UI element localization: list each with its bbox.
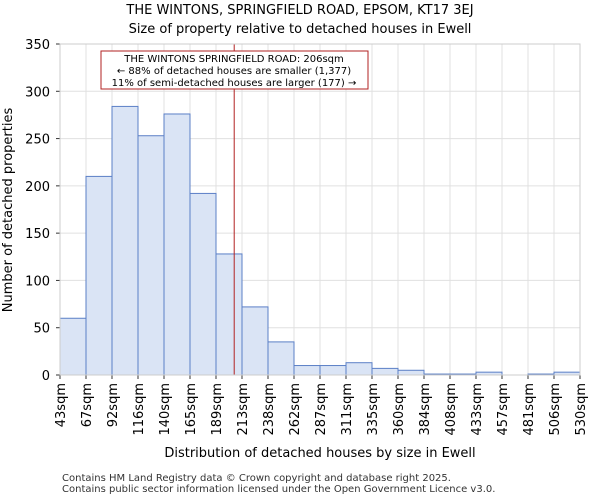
x-tick-label: 238sqm xyxy=(262,383,277,436)
y-axis-ticks: 0 50 100 150 200 250 300 350 xyxy=(25,38,60,384)
y-tick-label: 200 xyxy=(25,180,50,195)
histogram-bar xyxy=(163,113,191,376)
x-tick-label: 506sqm xyxy=(548,383,563,436)
y-tick-label: 0 xyxy=(42,369,50,384)
annotation-line-1: THE WINTONS SPRINGFIELD ROAD: 206sqm xyxy=(123,54,344,65)
x-tick-label: 335sqm xyxy=(366,383,381,436)
histogram-bar xyxy=(267,341,295,376)
x-tick-label: 43sqm xyxy=(54,383,69,427)
histogram-bar xyxy=(319,365,347,376)
bars xyxy=(59,105,581,376)
x-tick-label: 116sqm xyxy=(132,383,147,436)
x-tick-label: 287sqm xyxy=(314,383,329,436)
x-tick-label: 530sqm xyxy=(574,383,589,436)
annotation-line-3: 11% of semi-detached houses are larger (… xyxy=(112,78,357,89)
histogram-bar xyxy=(59,317,87,376)
x-tick-label: 408sqm xyxy=(444,383,459,436)
y-tick-label: 250 xyxy=(25,133,50,148)
y-axis-label: Number of detached properties xyxy=(1,108,16,313)
x-tick-label: 165sqm xyxy=(184,383,199,436)
y-tick-label: 100 xyxy=(25,274,50,289)
histogram-bar xyxy=(345,362,373,376)
x-tick-label: 360sqm xyxy=(392,383,407,436)
x-tick-label: 189sqm xyxy=(210,383,225,436)
histogram-bar xyxy=(85,175,113,376)
x-tick-label: 481sqm xyxy=(522,383,537,436)
annotation-line-2: ← 88% of detached houses are smaller (1,… xyxy=(117,66,351,77)
histogram-bar xyxy=(293,365,321,376)
y-tick-label: 350 xyxy=(25,38,50,53)
histogram-bar xyxy=(189,192,217,376)
x-tick-label: 433sqm xyxy=(470,383,485,436)
x-tick-label: 262sqm xyxy=(288,383,303,436)
annotation-box: THE WINTONS SPRINGFIELD ROAD: 206sqm ← 8… xyxy=(100,50,369,90)
histogram-bar xyxy=(111,105,139,376)
y-tick-label: 50 xyxy=(33,322,50,337)
x-tick-label: 311sqm xyxy=(340,383,355,436)
y-tick-label: 150 xyxy=(25,227,50,242)
x-tick-label: 67sqm xyxy=(80,383,95,427)
histogram-bar xyxy=(215,253,243,376)
y-tick-label: 300 xyxy=(25,85,50,100)
footer-licence: Contains public sector information licen… xyxy=(62,484,496,495)
x-tick-label: 213sqm xyxy=(236,383,251,436)
x-axis-ticks: 43sqm 67sqm 92sqm 116sqm 140sqm 165sqm 189sqm 2… xyxy=(54,375,589,436)
histogram-bar xyxy=(371,367,399,376)
chart-subtitle: Size of property relative to detached ho… xyxy=(129,22,472,37)
histogram-bar xyxy=(397,369,425,376)
x-tick-label: 92sqm xyxy=(106,383,121,427)
x-tick-label: 140sqm xyxy=(158,383,173,436)
plot-frame xyxy=(59,43,581,376)
chart-title: THE WINTONS, SPRINGFIELD ROAD, EPSOM, KT… xyxy=(125,3,473,18)
x-tick-label: 457sqm xyxy=(496,383,511,436)
x-axis-label: Distribution of detached houses by size … xyxy=(164,446,475,461)
histogram-bar xyxy=(137,135,165,376)
annotation-frame xyxy=(100,50,369,90)
footer-copyright: Contains HM Land Registry data © Crown c… xyxy=(62,473,451,484)
histogram-bar xyxy=(241,306,269,376)
x-tick-label: 384sqm xyxy=(418,383,433,436)
